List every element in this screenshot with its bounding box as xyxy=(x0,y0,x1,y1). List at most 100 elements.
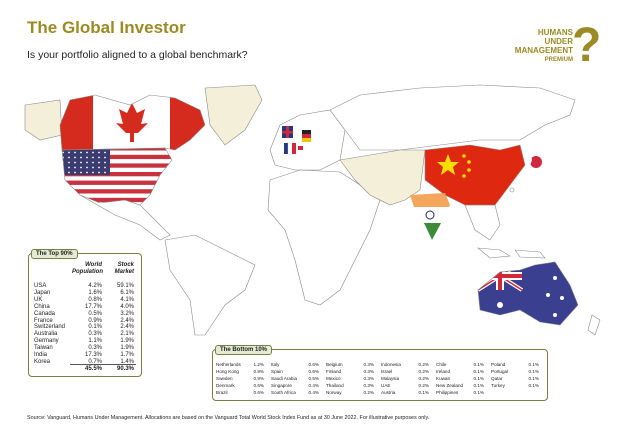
country-name: Korea xyxy=(34,358,51,365)
cross xyxy=(498,262,502,290)
percent-value: 0.1% xyxy=(473,390,484,395)
country-name: Malaysia xyxy=(381,376,400,381)
flag-band xyxy=(410,223,450,240)
country-name: Singapore xyxy=(271,383,292,388)
africa xyxy=(267,169,381,306)
country-name: Mexico xyxy=(326,376,341,381)
country-name: Switzerland xyxy=(34,324,66,331)
usa-outline xyxy=(61,147,173,206)
country-name: Philippines xyxy=(436,390,459,395)
percent-value: 0.4% xyxy=(308,383,319,388)
top-table-title: The Top 90% xyxy=(31,249,78,259)
country-name: UK xyxy=(34,296,43,303)
germany-band xyxy=(302,134,311,138)
middle-east xyxy=(339,149,426,206)
percent-value: 0.3% xyxy=(363,376,374,381)
south-america xyxy=(164,234,256,336)
percent-value: 0.1% xyxy=(473,369,484,374)
percent-value: 0.6% xyxy=(308,362,319,367)
percent-value: 1.9% xyxy=(120,338,134,345)
percent-value: 0.6% xyxy=(253,383,264,388)
country-name: UAE xyxy=(381,383,391,388)
logo-line: UNDER xyxy=(544,37,573,46)
percent-value: 17.7% xyxy=(84,303,102,310)
europe-flags xyxy=(282,126,311,155)
southeast-asia xyxy=(464,204,501,241)
star xyxy=(553,313,557,317)
star xyxy=(546,293,550,297)
percent-value: 0.4% xyxy=(308,390,319,395)
country-name: China xyxy=(34,303,50,310)
percent-value: 4.1% xyxy=(120,296,134,303)
land xyxy=(24,84,601,336)
percent-value: 0.1% xyxy=(473,362,484,367)
country-name: Ireland xyxy=(436,369,451,374)
percent-value: 0.5% xyxy=(88,310,102,317)
country-name: Saudi Arabia xyxy=(271,376,298,381)
china-outline xyxy=(424,144,526,206)
switzerland-flag xyxy=(298,146,303,150)
total-value: 90.3% xyxy=(116,366,134,372)
country-name: Belgium xyxy=(326,362,343,367)
percent-value: 0.1% xyxy=(473,376,484,381)
total-value: 45.5% xyxy=(84,366,102,372)
country-name: Portugal xyxy=(491,369,509,374)
country-name: South Africa xyxy=(271,390,296,395)
sun xyxy=(530,156,542,168)
country-name: Australia xyxy=(34,331,58,338)
percent-value: 1.2% xyxy=(253,362,264,367)
percent-value: 1.6% xyxy=(88,289,102,296)
country-name: Germany xyxy=(34,338,59,345)
percent-value: 2.4% xyxy=(120,317,134,324)
percent-value: 2.1% xyxy=(120,331,134,338)
percent-value: 0.2% xyxy=(418,369,429,374)
column-header: World Population xyxy=(72,262,103,275)
star xyxy=(553,276,557,280)
australia-flag xyxy=(478,262,578,325)
alaska xyxy=(24,99,63,141)
logo-line: MANAGEMENT xyxy=(514,46,573,55)
percent-value: 0.2% xyxy=(418,383,429,388)
germany-band xyxy=(302,130,311,134)
country-name: New Zealand xyxy=(436,383,464,388)
percent-value: 0.3% xyxy=(363,362,374,367)
india-flag xyxy=(410,193,450,240)
country-name: Chile xyxy=(436,362,447,367)
country-name: Israel xyxy=(381,369,393,374)
title: The Global Investor xyxy=(27,18,186,37)
bottom-table xyxy=(212,349,548,401)
france-band xyxy=(292,143,296,154)
percent-value: 0.1% xyxy=(88,324,102,331)
canton xyxy=(62,148,110,175)
country-name: Netherlands xyxy=(216,362,241,367)
percent-value: 3.2% xyxy=(120,310,134,317)
percent-value: 0.2% xyxy=(418,376,429,381)
total-rule xyxy=(70,364,136,365)
country-name: Spain xyxy=(271,369,283,374)
country-name: Canada xyxy=(34,310,56,317)
percent-value: 0.9% xyxy=(253,369,264,374)
indonesia xyxy=(477,247,511,259)
percent-value: 0.2% xyxy=(418,362,429,367)
star xyxy=(462,154,466,158)
percent-value: 1.4% xyxy=(120,358,134,365)
percent-value: 0.8% xyxy=(88,296,102,303)
mexico xyxy=(79,194,171,241)
logo-tag: PREMIUM xyxy=(544,57,573,63)
percent-value: 0.6% xyxy=(308,369,319,374)
uk-cross xyxy=(282,131,293,134)
percent-value: 0.7% xyxy=(88,358,102,365)
percent-value: 1.7% xyxy=(120,352,134,358)
percent-value: 0.1% xyxy=(528,362,539,367)
new-zealand xyxy=(587,314,601,336)
canada-flag xyxy=(60,95,205,150)
country-name: Hong Kong xyxy=(216,369,239,374)
star xyxy=(467,168,471,172)
subtitle: Is your portfolio aligned to a global be… xyxy=(27,49,248,61)
country-name: Norway xyxy=(326,390,342,395)
percent-value: 0.1% xyxy=(528,383,539,388)
percent-value: 6.1% xyxy=(120,289,134,296)
country-name: USA xyxy=(34,283,47,289)
percent-value: 0.1% xyxy=(473,383,484,388)
